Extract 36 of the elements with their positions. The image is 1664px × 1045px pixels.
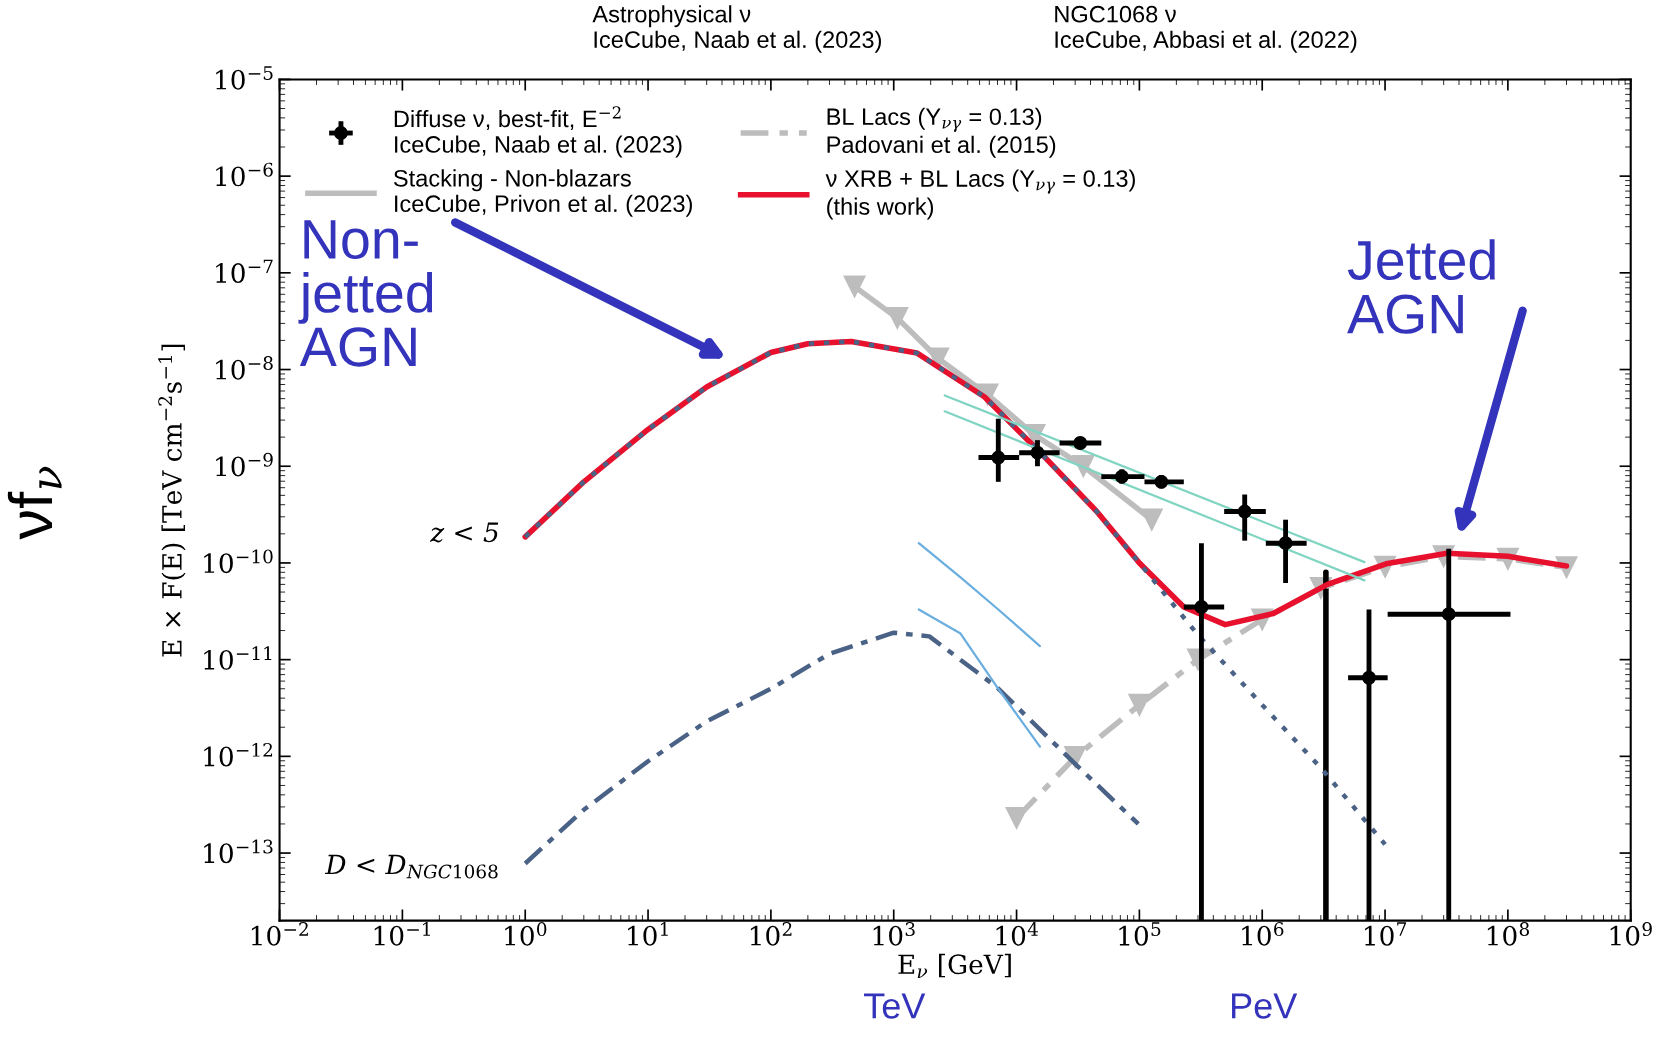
x-tick-label: 10$^{5}$ bbox=[1119, 922, 1161, 946]
annotation: D < D$_{NGC1068}$ bbox=[324, 854, 498, 879]
y-tick-label: 10$^{−9}$ bbox=[216, 452, 273, 477]
y-tick-label: 10$^{−11}$ bbox=[204, 646, 272, 670]
x-tick-label: 10$^{0}$ bbox=[505, 922, 547, 946]
text: Astrophysical ν IceCube, Naab et al. (2023) bbox=[592, 5, 881, 53]
annotation: Non- jetted AGN bbox=[298, 220, 433, 367]
y-tick-label: 10$^{−8}$ bbox=[216, 356, 273, 380]
legend-label: Diffuse ν, best-fit, E$^{−2}$ IceCube, Naab et al. (2023) bbox=[394, 106, 682, 158]
annotation: z < 5 bbox=[429, 522, 499, 543]
y-axis-title: E × F(E) [TeV cm$^{−2}$s$^{−1}$] bbox=[158, 344, 186, 657]
y-tick-label: 10$^{−13}$ bbox=[204, 839, 273, 864]
y-tick-label: 10$^{−10}$ bbox=[204, 549, 273, 574]
x-tick-label: 10$^{6}$ bbox=[1242, 922, 1284, 946]
y-tick-label: 10$^{−7}$ bbox=[216, 259, 273, 284]
text: PeV bbox=[1232, 993, 1298, 1019]
x-tick-label: 10$^{1}$ bbox=[628, 922, 668, 946]
text: ν XRB + BL Lacs (Y$_{νγ}$ = 0.13) (this work) bbox=[825, 169, 1135, 220]
x-axis-title: E$_{ν}$ [GeV] bbox=[898, 953, 1011, 978]
y-tick-label: 10$^{−12}$ bbox=[204, 742, 273, 767]
x-tick-label: 10$^{9}$ bbox=[1610, 922, 1652, 946]
text: νf$_{ν}$ bbox=[7, 466, 62, 540]
y-tick-label: 10$^{−6}$ bbox=[216, 162, 273, 187]
x-tick-label: 10$^{8}$ bbox=[1487, 922, 1529, 946]
y-tick-label: 10$^{−5}$ bbox=[216, 66, 273, 90]
legend-label: Stacking - Non-blazars IceCube, Privon et al. (2023) bbox=[393, 169, 692, 217]
text: TeV bbox=[864, 993, 926, 1019]
legend-label: BL Lacs (Y$_{νγ}$ = 0.13) Padovani et al. (2015) bbox=[827, 107, 1056, 158]
x-tick-label: 10$^{4}$ bbox=[996, 922, 1038, 946]
x-tick-label: 10$^{3}$ bbox=[873, 922, 915, 946]
x-tick-label: 10$^{−2}$ bbox=[251, 922, 308, 946]
x-tick-label: 10$^{7}$ bbox=[1365, 922, 1407, 946]
x-tick-label: 10$^{2}$ bbox=[750, 922, 792, 946]
text: NGC1068 ν IceCube, Abbasi et al. (2022) bbox=[1055, 5, 1357, 53]
annotation: Jetted AGN bbox=[1347, 239, 1495, 334]
x-tick-label: 10$^{−1}$ bbox=[374, 922, 430, 946]
